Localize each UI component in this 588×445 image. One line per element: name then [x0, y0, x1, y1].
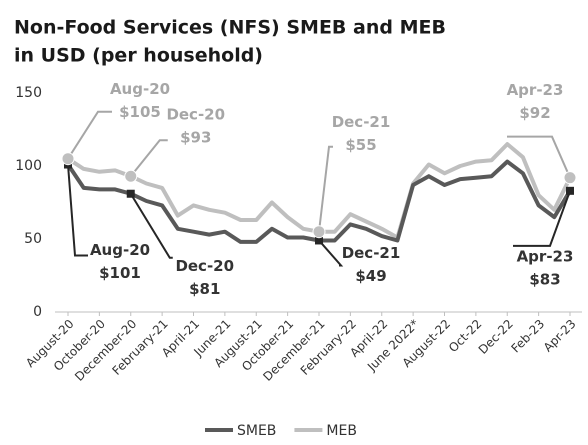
annotation-date: Dec-21	[342, 244, 401, 262]
x-tick-label: Dec-22	[476, 317, 516, 357]
data-point	[124, 169, 138, 183]
legend-label: SMEB	[237, 423, 276, 439]
leader-line	[67, 164, 88, 257]
y-tick-label: 100	[15, 158, 42, 174]
data-point	[563, 171, 577, 185]
x-tick-label: Apr-23	[541, 317, 579, 355]
y-tick-label: 150	[15, 85, 42, 101]
data-point	[315, 236, 323, 245]
leader-line	[129, 139, 168, 177]
data-point	[566, 186, 574, 195]
leader-line	[67, 110, 112, 160]
annotation-value: $83	[529, 270, 560, 288]
annotation-date: Dec-21	[332, 113, 391, 131]
annotation-value: $101	[99, 264, 141, 282]
annotation-value: $49	[355, 267, 386, 285]
annotation-value: $55	[345, 136, 376, 154]
data-point	[312, 225, 326, 239]
chart-title: in USD (per household)	[14, 45, 263, 67]
annotation-value: $81	[189, 280, 220, 298]
annotation-date: Aug-20	[90, 241, 150, 259]
annotation-value: $93	[180, 129, 211, 147]
annotation-date: Aug-20	[110, 80, 170, 98]
leader-line	[129, 193, 173, 259]
annotation-date: Apr-23	[517, 247, 574, 265]
annotation-value: $105	[119, 103, 161, 121]
x-tick-label: Feb-23	[508, 317, 547, 356]
chart-title: Non-Food Services (NFS) SMEB and MEB	[14, 17, 446, 39]
y-tick-label: 50	[24, 231, 42, 247]
legend-label: MEB	[326, 423, 357, 439]
annotation-date: Dec-20	[175, 257, 234, 275]
leader-line	[318, 239, 344, 267]
y-tick-label: 0	[33, 304, 42, 320]
leader-line	[318, 145, 333, 232]
annotation-value: $92	[519, 104, 550, 122]
annotation-date: Apr-23	[507, 81, 564, 99]
leader-line	[513, 190, 571, 247]
leader-line	[507, 135, 571, 179]
data-point	[126, 189, 135, 198]
annotation-date: Dec-20	[166, 106, 225, 124]
data-point	[61, 152, 75, 166]
